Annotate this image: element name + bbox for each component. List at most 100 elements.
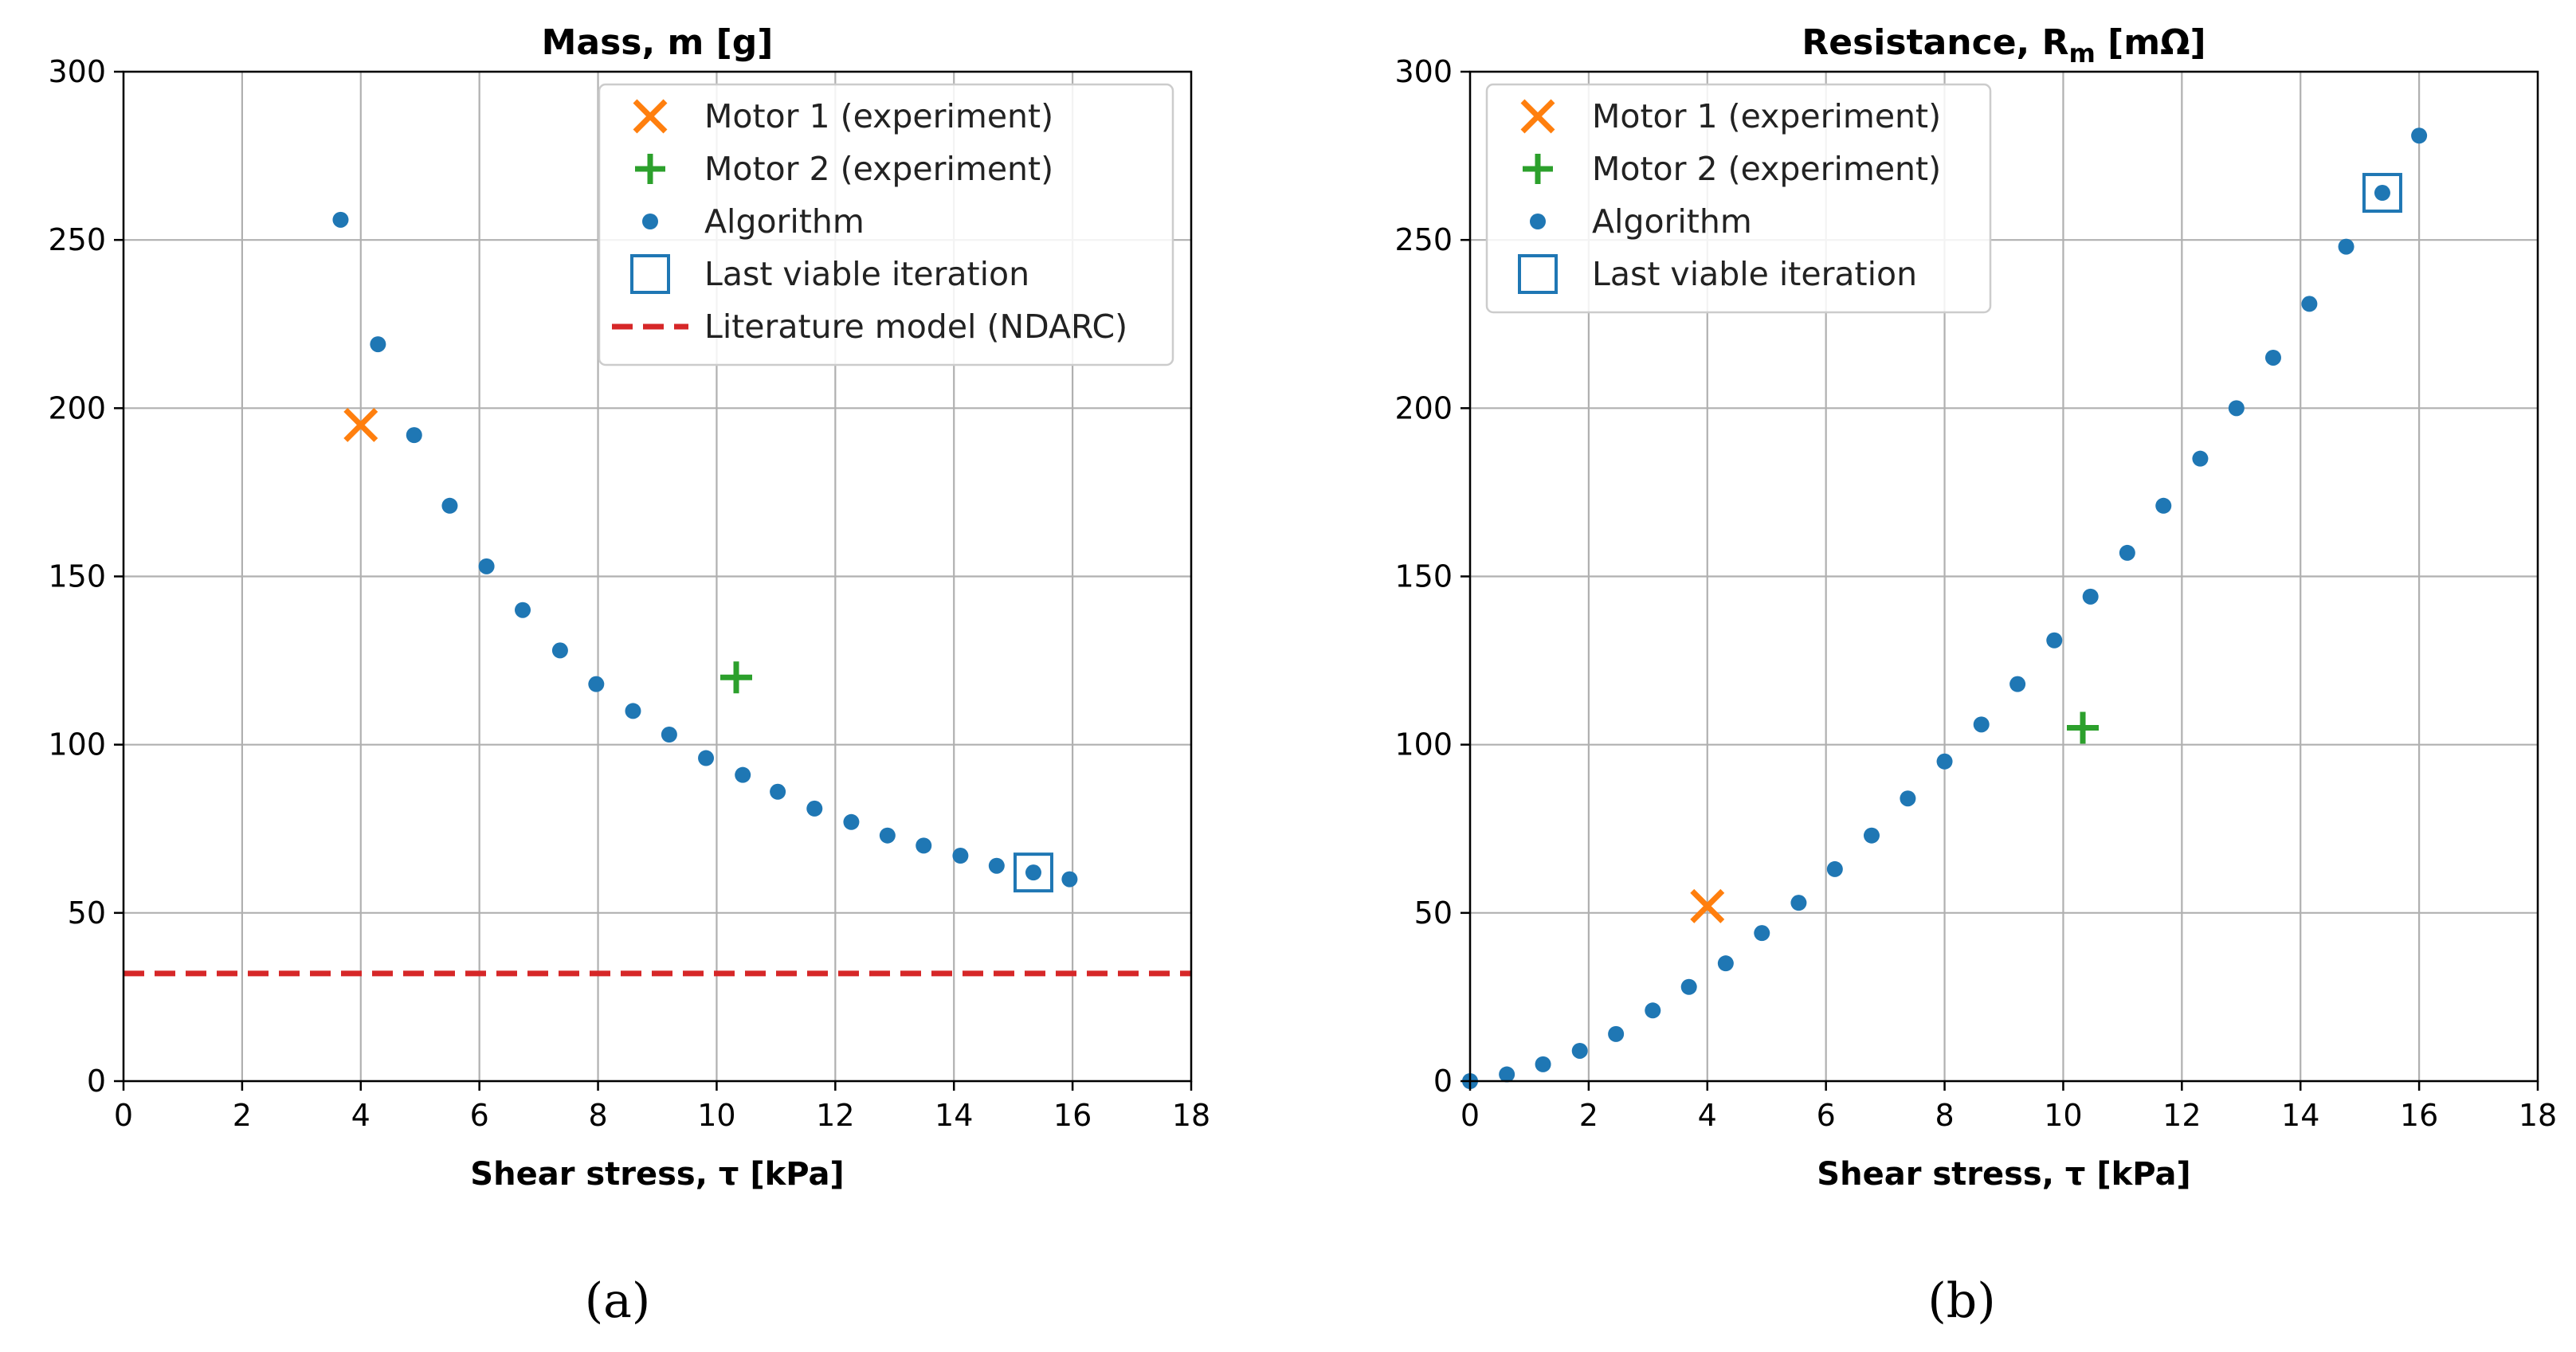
algorithm-point xyxy=(879,827,896,844)
algorithm-point xyxy=(1608,1025,1625,1042)
y-tick-label: 150 xyxy=(48,559,106,594)
legend-marker-x xyxy=(633,99,668,134)
algorithm-point xyxy=(2119,544,2135,561)
x-axis-label: Shear stress, τ [kPa] xyxy=(1817,1156,2190,1193)
algorithm-point xyxy=(952,848,969,864)
algorithm-point xyxy=(1645,1002,1661,1019)
y-tick-label: 200 xyxy=(48,390,106,425)
x-tick-label: 16 xyxy=(1053,1098,1092,1133)
y-tick-label: 0 xyxy=(87,1064,106,1099)
subfigure-label-b: (b) xyxy=(1927,1273,1996,1329)
algorithm-point xyxy=(1936,753,1953,770)
x-tick-label: 10 xyxy=(697,1098,735,1133)
algorithm-point xyxy=(2338,238,2354,255)
algorithm-point xyxy=(478,558,495,574)
algorithm-point xyxy=(1499,1066,1515,1083)
algorithm-point xyxy=(515,602,531,618)
algorithm-point xyxy=(2192,450,2209,467)
algorithm-point xyxy=(1754,925,1770,942)
algorithm-point xyxy=(2082,588,2099,605)
legend-marker-dot xyxy=(1530,214,1546,229)
last-viable-marker xyxy=(1013,852,1053,893)
algorithm-point xyxy=(1826,860,1843,877)
y-tick-label: 100 xyxy=(1394,727,1453,762)
y-tick-label: 50 xyxy=(68,895,106,931)
legend-marker-plus xyxy=(1523,154,1553,184)
algorithm-point xyxy=(2009,676,2026,692)
chart-title: Resistance, Rm [mΩ] xyxy=(1802,22,2205,69)
algorithm-point xyxy=(988,857,1005,874)
algorithm-point xyxy=(2228,400,2245,417)
algorithm-point xyxy=(661,726,677,743)
x-axis-label: Shear stress, τ [kPa] xyxy=(470,1156,844,1193)
motor1-marker xyxy=(1690,888,1725,923)
algorithm-point xyxy=(625,703,641,719)
x-tick-label: 6 xyxy=(1817,1098,1836,1133)
y-tick-label: 250 xyxy=(1394,222,1453,257)
algorithm-point xyxy=(916,837,932,854)
subfigure-label-a: (a) xyxy=(584,1273,651,1329)
x-tick-label: 4 xyxy=(1698,1098,1717,1133)
algorithm-point xyxy=(806,800,823,817)
motor1-marker xyxy=(343,407,378,442)
x-tick-label: 0 xyxy=(1461,1098,1480,1133)
algorithm-point xyxy=(1790,895,1807,911)
legend-marker-plus xyxy=(635,154,665,184)
x-tick-label: 14 xyxy=(935,1098,973,1133)
legend: Motor 1 (experiment) Motor 2 (experiment)… xyxy=(1485,83,1992,314)
algorithm-point xyxy=(441,497,458,514)
algorithm-point xyxy=(1900,790,1916,807)
legend-label: Last viable iteration xyxy=(1592,255,1917,293)
x-tick-label: 18 xyxy=(2519,1098,2557,1133)
y-tick-label: 250 xyxy=(48,222,106,257)
algorithm-point xyxy=(2046,632,2063,649)
y-tick-label: 200 xyxy=(1394,390,1453,425)
legend-label: Literature model (NDARC) xyxy=(704,308,1127,346)
algorithm-point xyxy=(1535,1056,1551,1072)
algorithm-point xyxy=(2301,296,2318,312)
y-tick-label: 300 xyxy=(48,54,106,89)
algorithm-point xyxy=(1025,864,1041,881)
legend-box xyxy=(598,83,1174,366)
x-tick-label: 8 xyxy=(1935,1098,1954,1133)
x-tick-label: 16 xyxy=(2400,1098,2438,1133)
algorithm-point xyxy=(698,750,715,766)
algorithm-point xyxy=(551,642,568,659)
x-tick-label: 10 xyxy=(2044,1098,2082,1133)
algorithm-point xyxy=(1680,978,1697,995)
algorithm-point xyxy=(2374,185,2390,202)
motor2-marker xyxy=(720,661,753,694)
algorithm-point xyxy=(332,211,349,228)
algorithm-point xyxy=(1717,955,1734,972)
chart-mass: 0 2 4 6 8 10 12 14 16 18 0 50 100 150 200 250 300 Mass, m… xyxy=(48,22,1210,1193)
algorithm-point xyxy=(588,676,605,692)
algorithm-point xyxy=(1061,871,1078,888)
chart-title: Mass, m [g] xyxy=(542,22,774,63)
algorithm-point xyxy=(843,813,860,830)
legend-label: Algorithm xyxy=(704,202,865,241)
algorithm-point xyxy=(2155,497,2172,514)
legend-marker-dot xyxy=(642,214,658,229)
x-tick-label: 14 xyxy=(2281,1098,2319,1133)
x-tick-label: 6 xyxy=(470,1098,489,1133)
algorithm-point xyxy=(1571,1042,1588,1059)
legend-label: Motor 2 (experiment) xyxy=(1592,150,1941,188)
legend-marker-x xyxy=(1520,99,1555,134)
algorithm-point xyxy=(1973,716,1990,733)
chart-resistance: 0 2 4 6 8 10 12 14 16 18 0 50 100 150 200 250 300 Resista… xyxy=(1394,22,2557,1193)
algorithm-point xyxy=(2411,127,2428,144)
x-tick-label: 12 xyxy=(816,1098,854,1133)
algorithm-point xyxy=(1863,827,1880,844)
legend-label: Motor 2 (experiment) xyxy=(704,150,1053,188)
y-tick-label: 150 xyxy=(1394,559,1453,594)
x-tick-label: 0 xyxy=(114,1098,133,1133)
algorithm-point xyxy=(370,336,386,353)
x-tick-label: 2 xyxy=(233,1098,252,1133)
y-tick-label: 300 xyxy=(1394,54,1453,89)
y-tick-label: 50 xyxy=(1414,895,1453,931)
y-tick-label: 100 xyxy=(48,727,106,762)
x-tick-label: 8 xyxy=(588,1098,607,1133)
legend-label: Last viable iteration xyxy=(704,255,1029,293)
legend-box xyxy=(1485,83,1992,314)
